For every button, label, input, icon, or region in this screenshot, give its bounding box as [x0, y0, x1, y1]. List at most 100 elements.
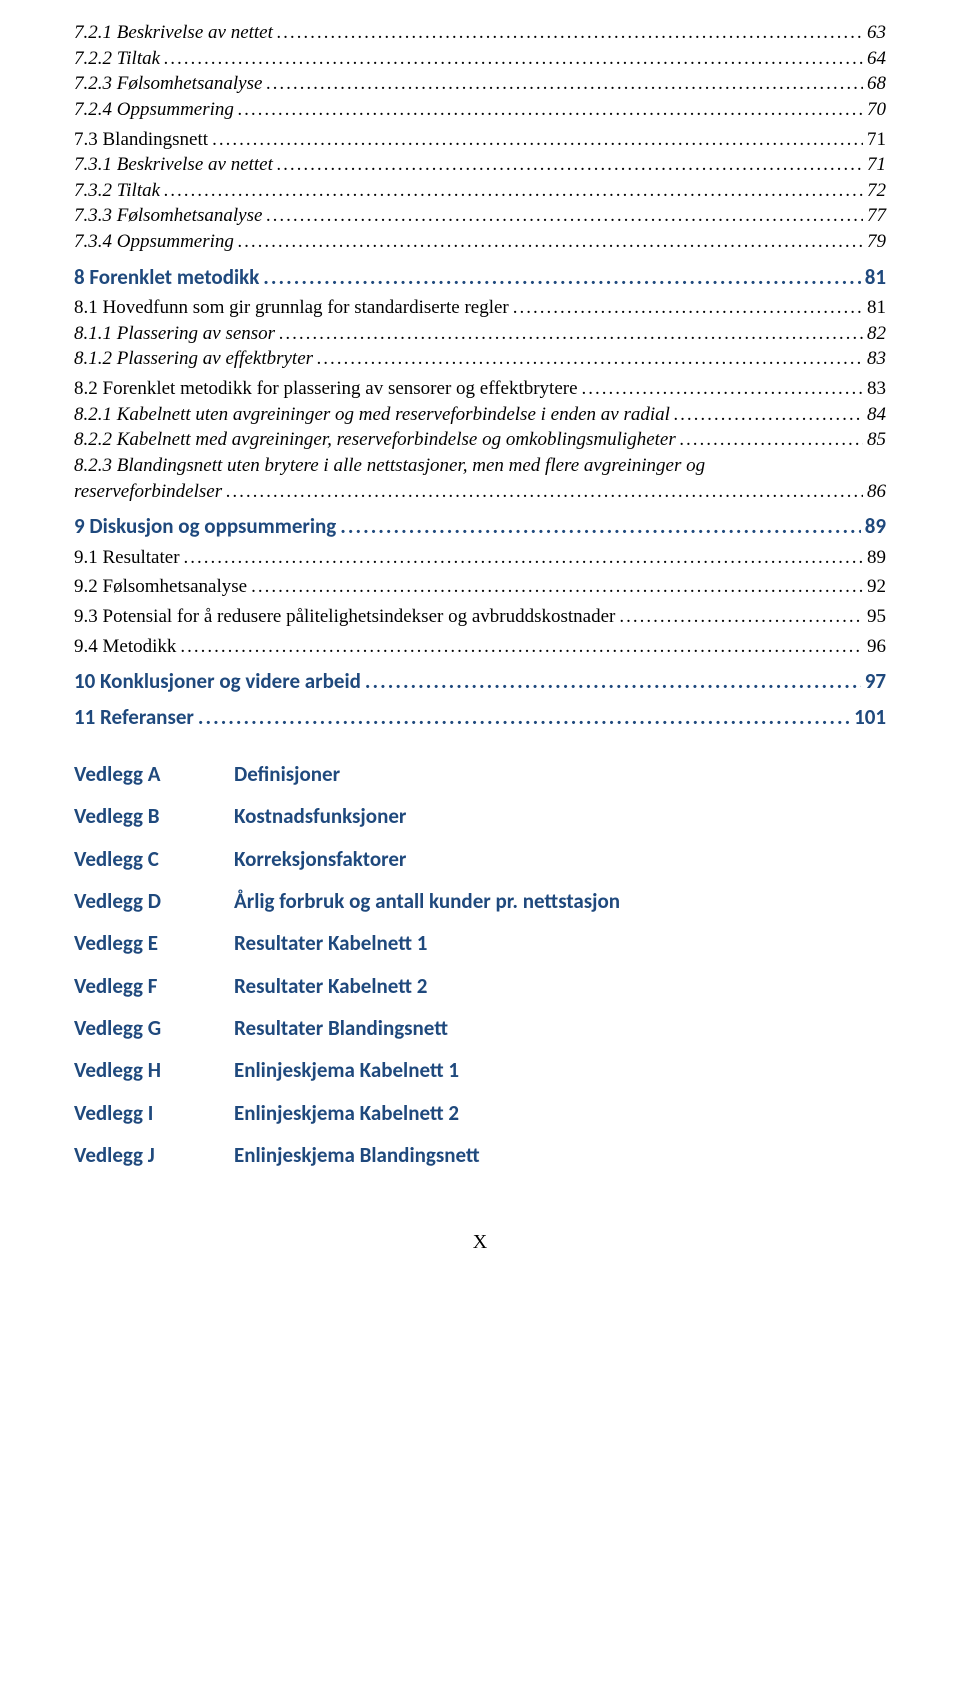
toc-entry: 7.2.3 Følsomhetsanalyse68: [74, 71, 886, 97]
appendix-title: Kostnadsfunksjoner: [234, 802, 886, 830]
toc-page: 72: [867, 178, 886, 204]
toc-leader: [164, 178, 863, 204]
appendix-entry: Vedlegg HEnlinjeskjema Kabelnett 1: [74, 1056, 886, 1084]
toc-page: 81: [865, 263, 886, 291]
toc-entry: 10 Konklusjoner og videre arbeid97: [74, 667, 886, 695]
appendix-key: Vedlegg B: [74, 802, 234, 830]
toc-leader: [198, 703, 850, 731]
toc-label: 8.1.2 Plassering av effektbryter: [74, 346, 313, 372]
toc-leader: [513, 295, 863, 321]
toc-entry: 7.2.4 Oppsummering 70: [74, 97, 886, 123]
toc-page: 70: [867, 97, 886, 123]
appendix-list: Vedlegg ADefinisjonerVedlegg BKostnadsfu…: [74, 760, 886, 1169]
toc-entry: 7.2.1 Beskrivelse av nettet63: [74, 20, 886, 46]
appendix-entry: Vedlegg ADefinisjoner: [74, 760, 886, 788]
toc-leader: [277, 152, 863, 178]
toc-leader: [680, 427, 863, 453]
appendix-title: Definisjoner: [234, 760, 886, 788]
page-number: X: [74, 1229, 886, 1256]
toc-entry: 7.3.1 Beskrivelse av nettet 71: [74, 152, 886, 178]
toc-leader: [238, 229, 863, 255]
toc-leader: [238, 97, 863, 123]
toc-label: 9 Diskusjon og oppsummering: [74, 512, 336, 540]
toc-leader: [266, 203, 863, 229]
toc-entry: 8.2.2 Kabelnett med avgreininger, reserv…: [74, 427, 886, 453]
toc-page: 82: [867, 321, 886, 347]
toc-label: 8.2.3 Blandingsnett uten brytere i alle …: [74, 453, 705, 479]
appendix-title: Resultater Kabelnett 1: [234, 929, 886, 957]
toc-page: 81: [867, 295, 886, 321]
toc-page: 101: [854, 703, 886, 731]
appendix-key: Vedlegg E: [74, 929, 234, 957]
table-of-contents: 7.2.1 Beskrivelse av nettet637.2.2 Tilta…: [74, 20, 886, 732]
toc-label: 7.3.1 Beskrivelse av nettet: [74, 152, 273, 178]
appendix-key: Vedlegg A: [74, 760, 234, 788]
toc-page: 89: [867, 545, 886, 571]
toc-entry: 8.1.1 Plassering av sensor 82: [74, 321, 886, 347]
appendix-entry: Vedlegg JEnlinjeskjema Blandingsnett: [74, 1141, 886, 1169]
toc-entry: 7.3.2 Tiltak 72: [74, 178, 886, 204]
toc-label: 7.3.4 Oppsummering: [74, 229, 234, 255]
toc-label: 7.2.2 Tiltak: [74, 46, 160, 72]
toc-leader: [277, 20, 863, 46]
appendix-key: Vedlegg F: [74, 972, 234, 1000]
toc-leader: [164, 46, 863, 72]
appendix-key: Vedlegg G: [74, 1014, 234, 1042]
toc-page: 79: [867, 229, 886, 255]
toc-leader: [212, 127, 863, 153]
toc-page: 64: [867, 46, 886, 72]
toc-entry: 9.1 Resultater 89: [74, 545, 886, 571]
toc-page: 83: [867, 346, 886, 372]
toc-label: 9.3 Potensial for å redusere pålitelighe…: [74, 604, 615, 630]
toc-label: 8.1 Hovedfunn som gir grunnlag for stand…: [74, 295, 509, 321]
toc-entry: 8.1 Hovedfunn som gir grunnlag for stand…: [74, 295, 886, 321]
toc-entry: 7.3.4 Oppsummering 79: [74, 229, 886, 255]
toc-page: 71: [867, 152, 886, 178]
toc-leader: [365, 667, 861, 695]
toc-leader: [619, 604, 863, 630]
appendix-entry: Vedlegg BKostnadsfunksjoner: [74, 802, 886, 830]
toc-label: 8.2.2 Kabelnett med avgreininger, reserv…: [74, 427, 676, 453]
toc-label: 7.2.4 Oppsummering: [74, 97, 234, 123]
toc-entry: 7.3 Blandingsnett71: [74, 127, 886, 153]
appendix-key: Vedlegg D: [74, 887, 234, 915]
appendix-key: Vedlegg H: [74, 1056, 234, 1084]
toc-leader: [251, 574, 863, 600]
toc-leader: [340, 512, 860, 540]
appendix-key: Vedlegg C: [74, 845, 234, 873]
toc-label: 9.1 Resultater: [74, 545, 180, 571]
appendix-entry: Vedlegg CKorreksjonsfaktorer: [74, 845, 886, 873]
toc-label: 10 Konklusjoner og videre arbeid: [74, 667, 361, 695]
toc-label: 7.2.3 Følsomhetsanalyse: [74, 71, 262, 97]
toc-entry: 8 Forenklet metodikk81: [74, 263, 886, 291]
appendix-title: Resultater Blandingsnett: [234, 1014, 886, 1042]
toc-entry: 11 Referanser101: [74, 703, 886, 731]
toc-page: 77: [867, 203, 886, 229]
toc-entry: 8.1.2 Plassering av effektbryter 83: [74, 346, 886, 372]
toc-label: 8.1.1 Plassering av sensor: [74, 321, 275, 347]
toc-leader: [184, 545, 863, 571]
appendix-title: Resultater Kabelnett 2: [234, 972, 886, 1000]
appendix-key: Vedlegg J: [74, 1141, 234, 1169]
toc-entry: 9.4 Metodikk96: [74, 634, 886, 660]
toc-page: 86: [867, 479, 886, 505]
toc-leader: [266, 71, 863, 97]
appendix-entry: Vedlegg GResultater Blandingsnett: [74, 1014, 886, 1042]
appendix-key: Vedlegg I: [74, 1099, 234, 1127]
toc-label: 9.2 Følsomhetsanalyse: [74, 574, 247, 600]
toc-leader: [226, 479, 863, 505]
toc-page: 89: [865, 512, 886, 540]
toc-page: 95: [867, 604, 886, 630]
toc-entry: 9 Diskusjon og oppsummering 89: [74, 512, 886, 540]
toc-leader: [279, 321, 863, 347]
appendix-entry: Vedlegg FResultater Kabelnett 2: [74, 972, 886, 1000]
toc-entry: 7.2.2 Tiltak 64: [74, 46, 886, 72]
appendix-entry: Vedlegg EResultater Kabelnett 1: [74, 929, 886, 957]
toc-leader: [582, 376, 863, 402]
toc-label: 8.2 Forenklet metodikk for plassering av…: [74, 376, 578, 402]
toc-page: 71: [867, 127, 886, 153]
toc-label: 9.4 Metodikk: [74, 634, 176, 660]
toc-label: reserveforbindelser: [74, 479, 222, 505]
appendix-title: Enlinjeskjema Kabelnett 1: [234, 1056, 886, 1084]
toc-label: 7.3.2 Tiltak: [74, 178, 160, 204]
